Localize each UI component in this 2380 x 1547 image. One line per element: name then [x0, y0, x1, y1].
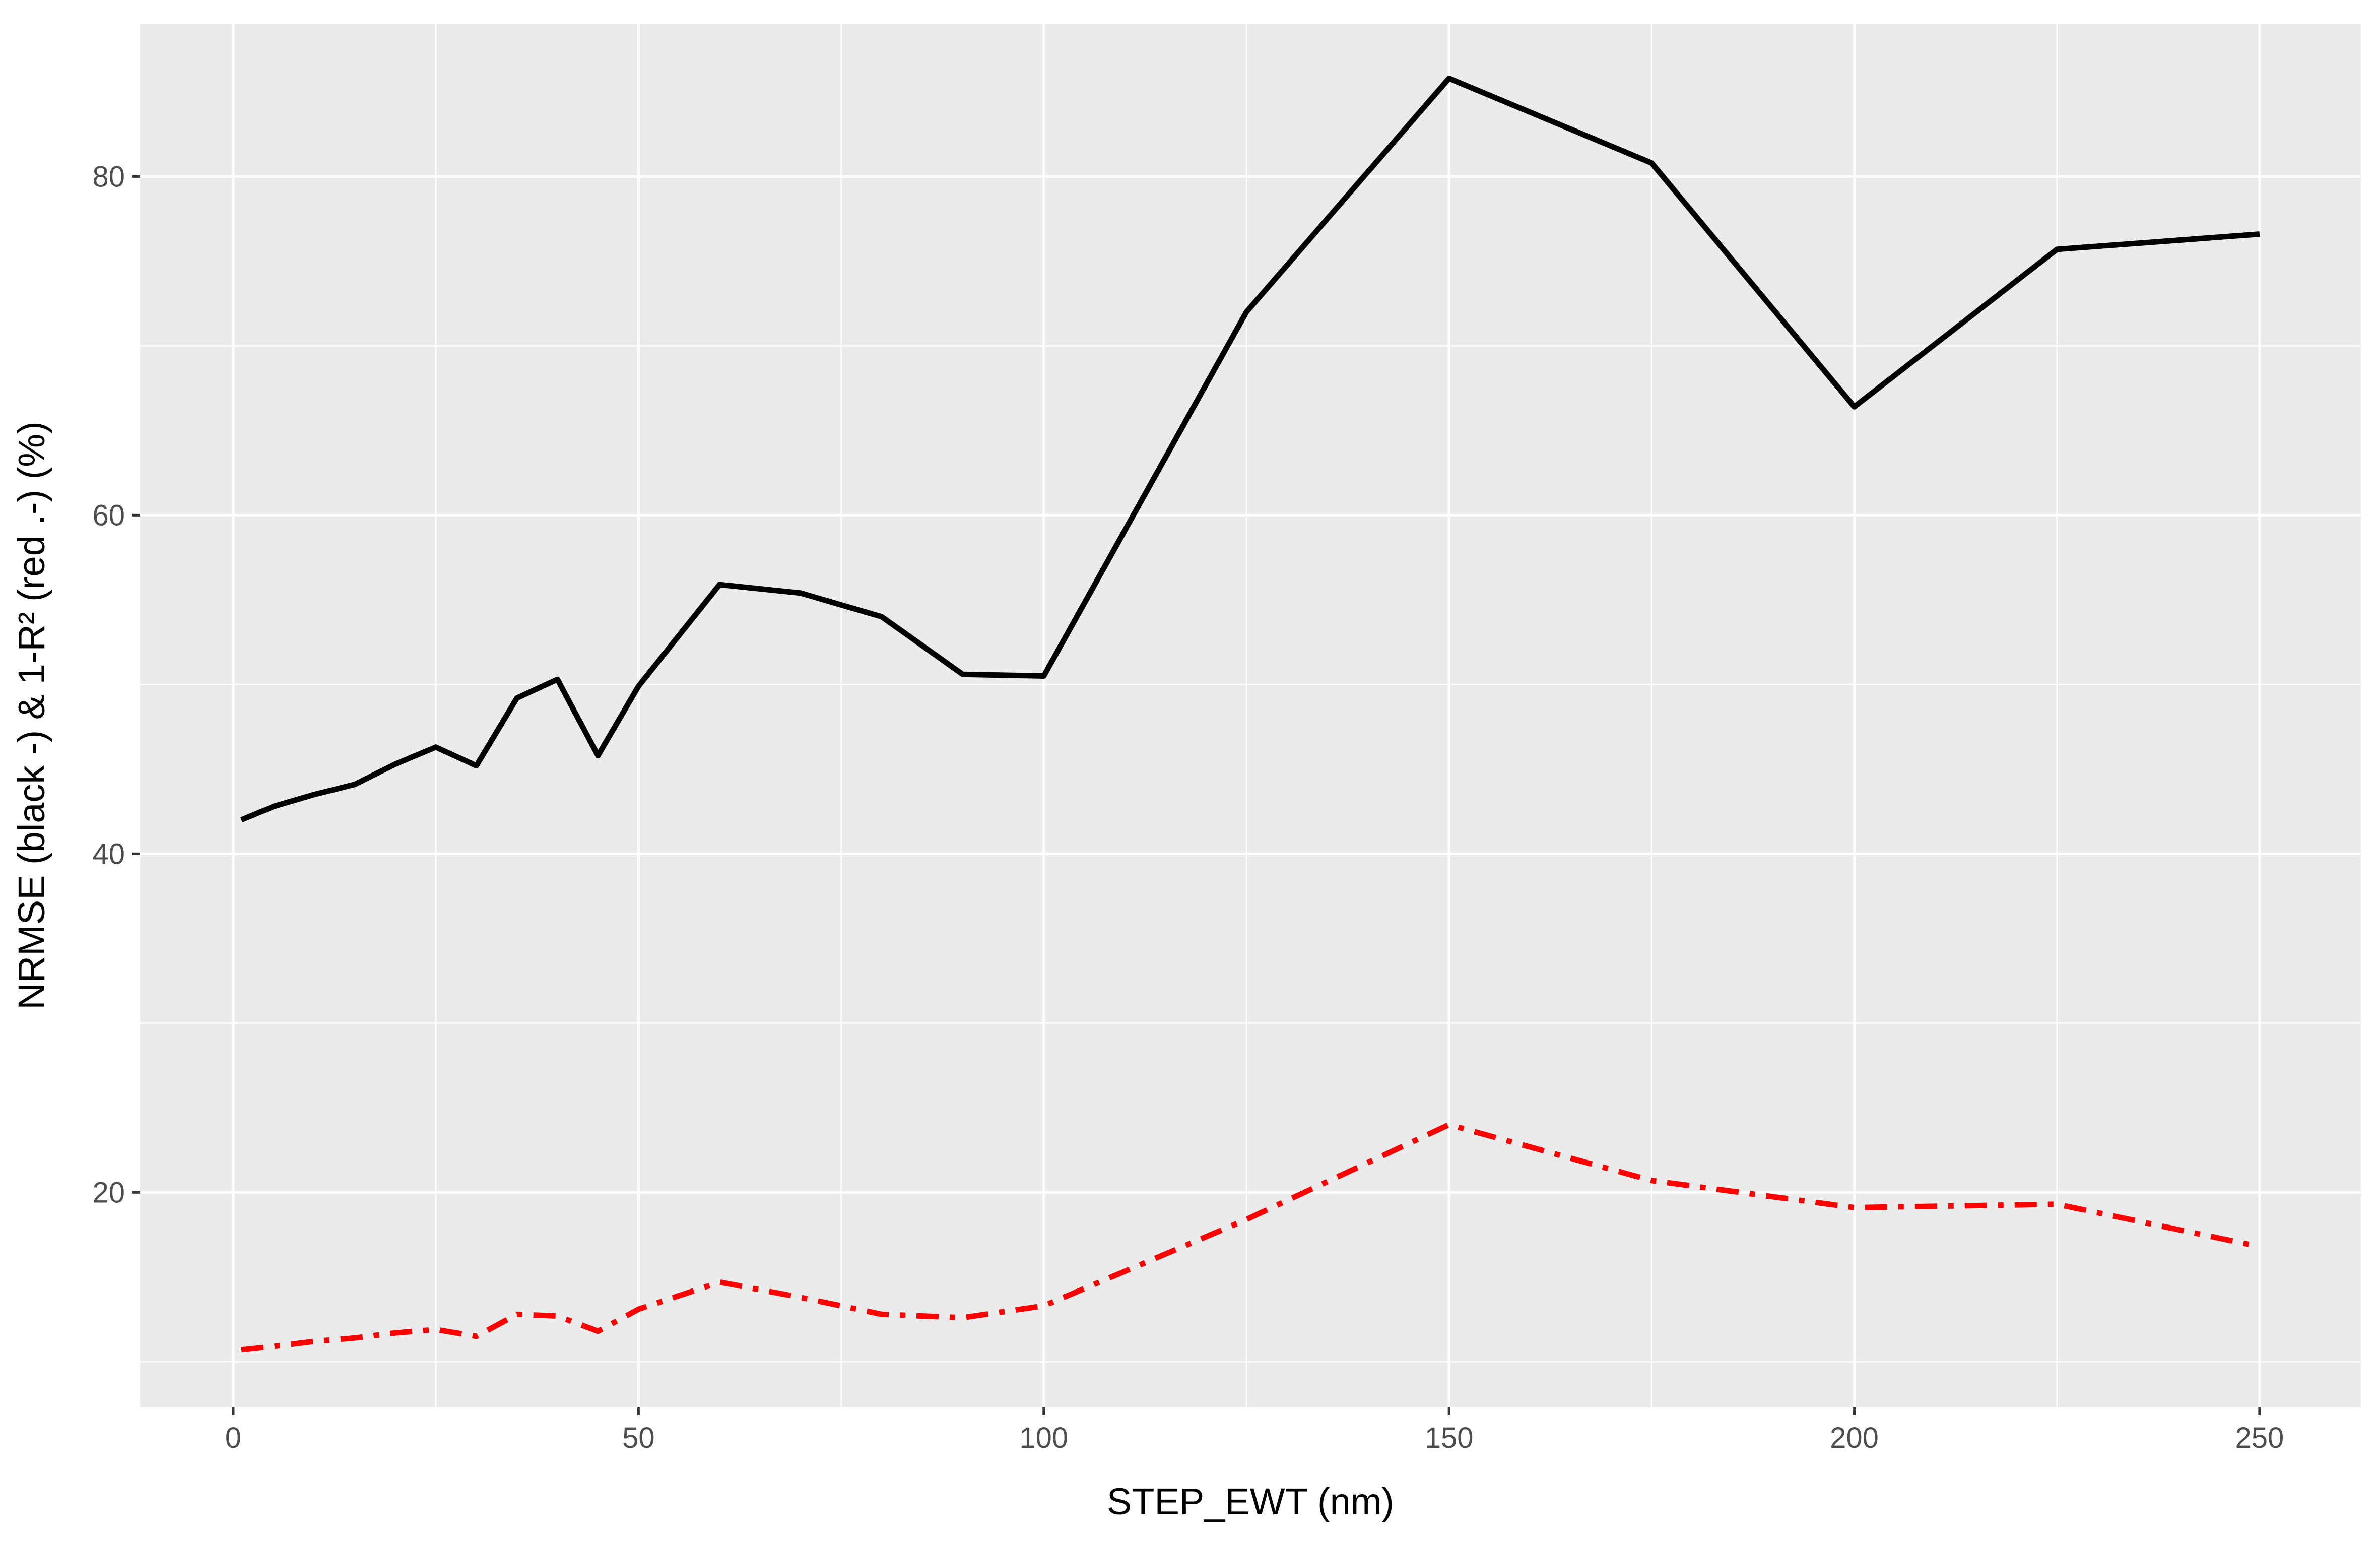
y-tick-label: 60 — [92, 499, 125, 532]
y-tick-label: 20 — [92, 1176, 125, 1209]
series-layer — [240, 76, 2261, 1353]
y-axis-title: NRMSE (black -) & 1-R² (red .-) (%) — [11, 421, 52, 1010]
minor-gridlines — [140, 24, 2361, 1407]
one-minus-r2-series-line — [241, 1122, 2261, 1353]
nrmse-series-line — [240, 76, 2260, 823]
y-axis: 20 40 60 80 — [92, 160, 140, 1209]
x-tick-label: 0 — [225, 1422, 241, 1454]
major-gridlines — [140, 24, 2361, 1407]
y-tick-label: 40 — [92, 837, 125, 870]
x-tick-label: 50 — [622, 1422, 655, 1454]
plot-panel — [140, 24, 2361, 1407]
x-tick-label: 150 — [1425, 1422, 1474, 1454]
x-tick-label: 250 — [2235, 1422, 2284, 1454]
x-tick-label: 200 — [1830, 1422, 1879, 1454]
y-tick-label: 80 — [92, 160, 125, 193]
x-axis: 0 50 100 150 200 250 — [225, 1407, 2284, 1454]
x-tick-label: 100 — [1019, 1422, 1068, 1454]
x-axis-title: STEP_EWT (nm) — [1107, 1480, 1394, 1522]
